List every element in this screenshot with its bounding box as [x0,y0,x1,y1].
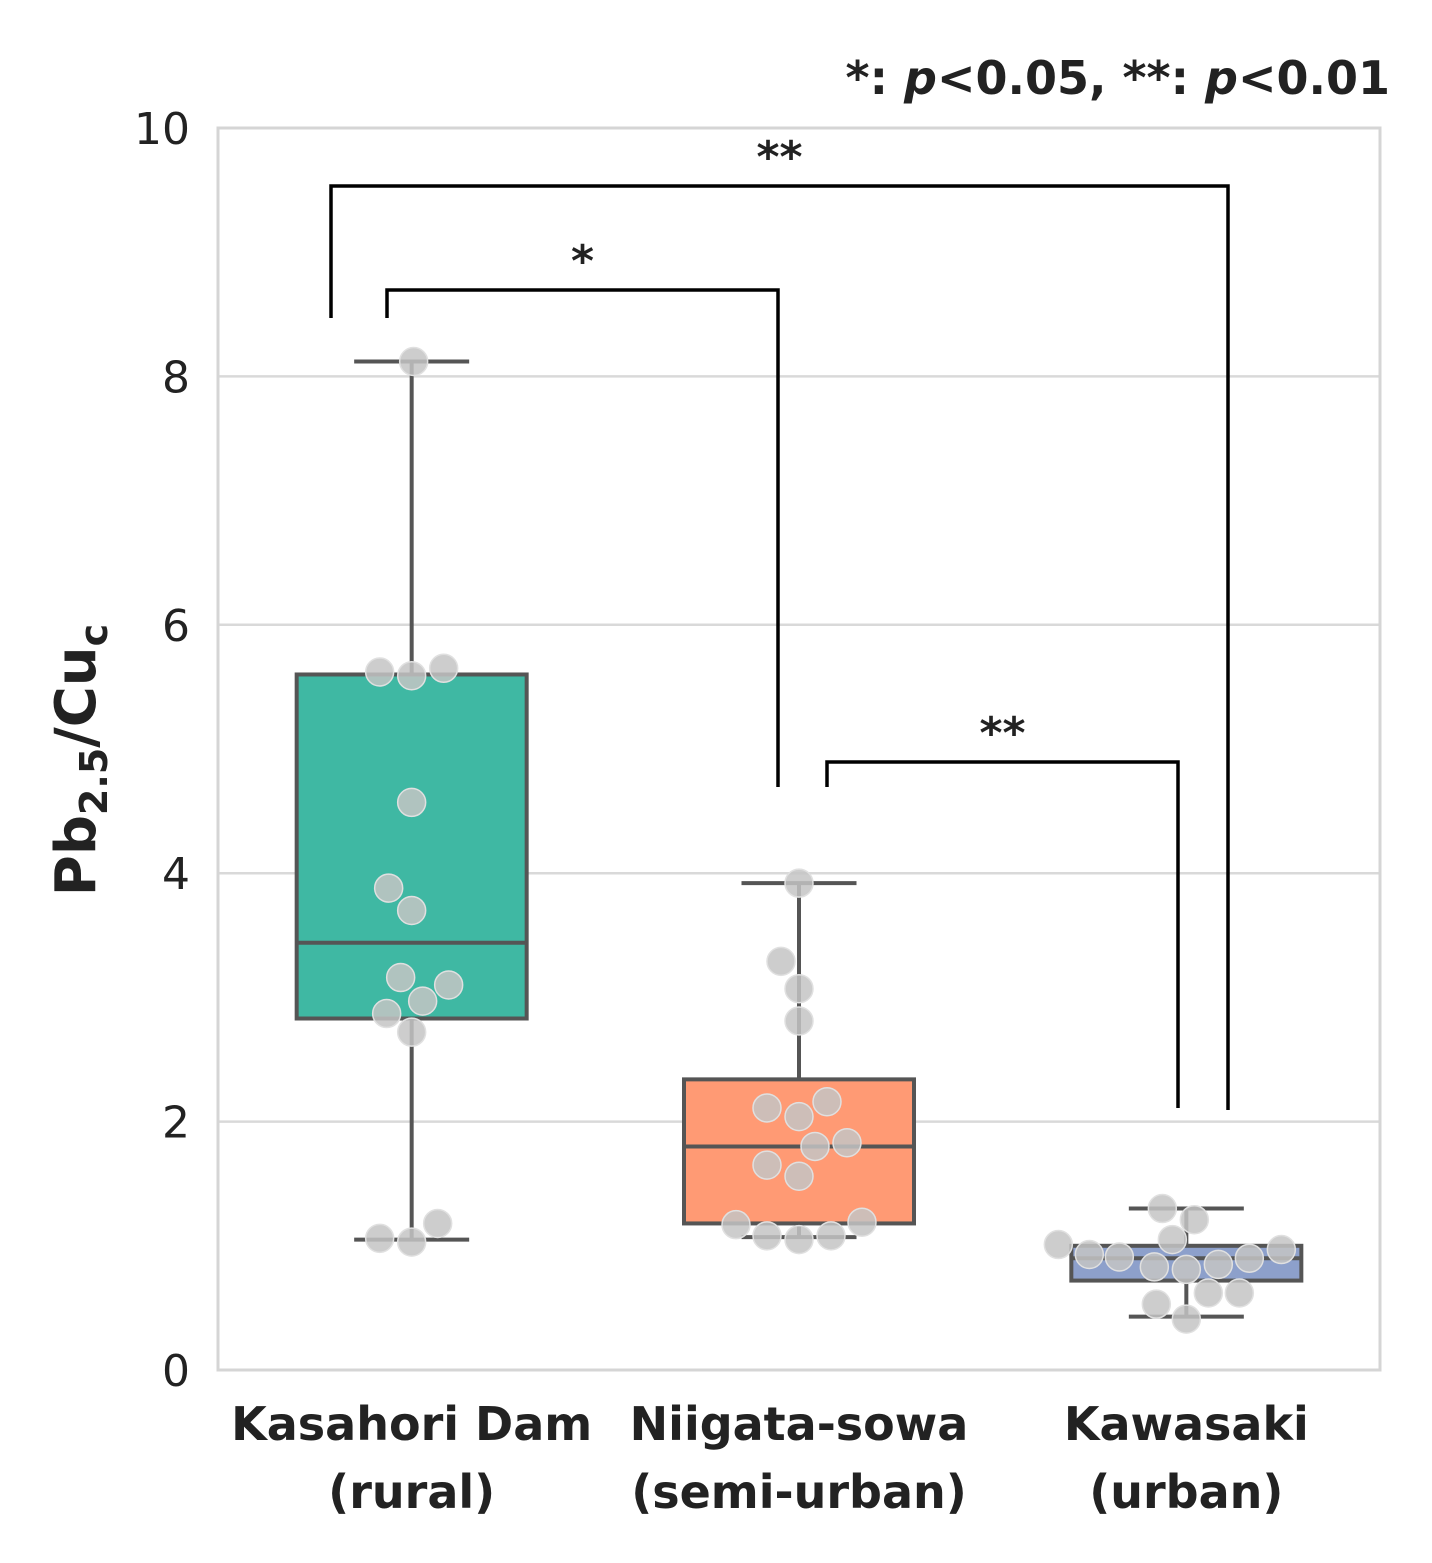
significance-bracket [329,184,1230,1110]
p-value-note: *: p<0.05, **: p<0.01 [846,51,1390,105]
data-point [433,970,464,1000]
data-point [1179,1204,1210,1235]
data-point [364,657,395,687]
data-point [407,986,438,1016]
x-tick-label: (rural) [328,1465,495,1519]
data-point [784,1006,814,1036]
y-axis-label: Pb2.5/Cuc [44,624,116,896]
data-point [784,973,814,1004]
data-point [1171,1304,1202,1334]
data-point [1141,1289,1172,1319]
data-point [364,1223,395,1254]
data-point [396,1017,427,1047]
data-point [1193,1278,1224,1308]
data-point [1266,1234,1297,1265]
data-point [371,998,402,1029]
data-point [847,1207,877,1237]
data-point [396,787,427,818]
y-tick-label: 10 [134,104,190,155]
y-tick-label: 6 [162,601,190,652]
data-point [1139,1252,1170,1282]
significance-bracket [825,760,1180,1108]
data-point [1157,1224,1188,1255]
x-tick-label: Kasahori Dam [231,1397,592,1451]
data-point [373,873,404,903]
data-point [396,1227,427,1257]
note-part: *: [846,51,904,105]
data-point [752,1150,782,1180]
data-point [784,868,814,898]
data-point [816,1221,846,1251]
y-tick-label: 8 [162,352,190,403]
box [682,1077,916,1226]
data-point [784,1161,814,1191]
note-part: p [1204,51,1238,105]
data-point [398,346,429,377]
data-point [396,660,427,691]
data-point [1171,1254,1202,1285]
y-tick-label: 2 [162,1098,190,1149]
data-point [1234,1243,1265,1273]
label-part: /Cu [44,646,109,747]
significance-label: * [571,236,594,287]
data-point [812,1086,842,1117]
y-tick-label: 4 [162,849,190,900]
label-part: Pb [44,815,109,896]
x-tick-label: Kawasaki [1064,1397,1309,1451]
data-point [396,895,427,926]
x-tick-label: Niigata-sowa [630,1397,969,1451]
data-point [800,1131,830,1162]
data-point [1074,1239,1105,1270]
significance-label: ** [756,132,802,183]
data-point [752,1093,782,1123]
data-point [1147,1193,1178,1224]
data-point [1203,1249,1234,1280]
significance-label: ** [979,708,1025,759]
note-part: <0.05, **: [937,51,1205,105]
data-point [422,1208,453,1239]
data-point [1224,1278,1255,1308]
data-point [1104,1242,1135,1272]
significance-bracket [385,288,780,787]
note-part: <0.01 [1238,51,1390,105]
data-point [1043,1229,1074,1260]
x-tick-label: (semi-urban) [631,1465,967,1519]
data-point [721,1209,751,1240]
label-part: 2.5 [72,748,116,815]
data-point [766,946,796,977]
data-point [784,1101,814,1132]
data-point [752,1221,782,1251]
box [294,672,529,1021]
label-part: c [72,624,116,647]
data-point [784,1224,814,1255]
data-point [832,1127,862,1158]
data-point [428,653,459,684]
x-tick-label: (urban) [1089,1465,1283,1519]
data-point [385,962,416,993]
y-tick-label: 0 [162,1346,190,1397]
plot-frame [216,126,1382,1372]
note-part: p [903,51,937,105]
